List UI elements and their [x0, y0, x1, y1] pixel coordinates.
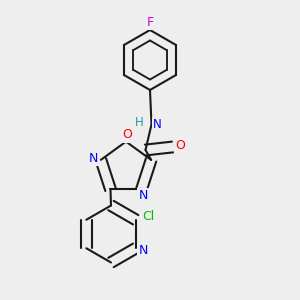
Text: F: F — [146, 16, 154, 29]
Text: O: O — [123, 128, 132, 142]
Text: N: N — [152, 118, 161, 131]
Text: N: N — [89, 152, 98, 165]
Text: N: N — [139, 244, 148, 257]
Text: O: O — [175, 139, 185, 152]
Text: H: H — [135, 116, 144, 130]
Text: N: N — [138, 190, 148, 202]
Text: Cl: Cl — [142, 210, 154, 223]
